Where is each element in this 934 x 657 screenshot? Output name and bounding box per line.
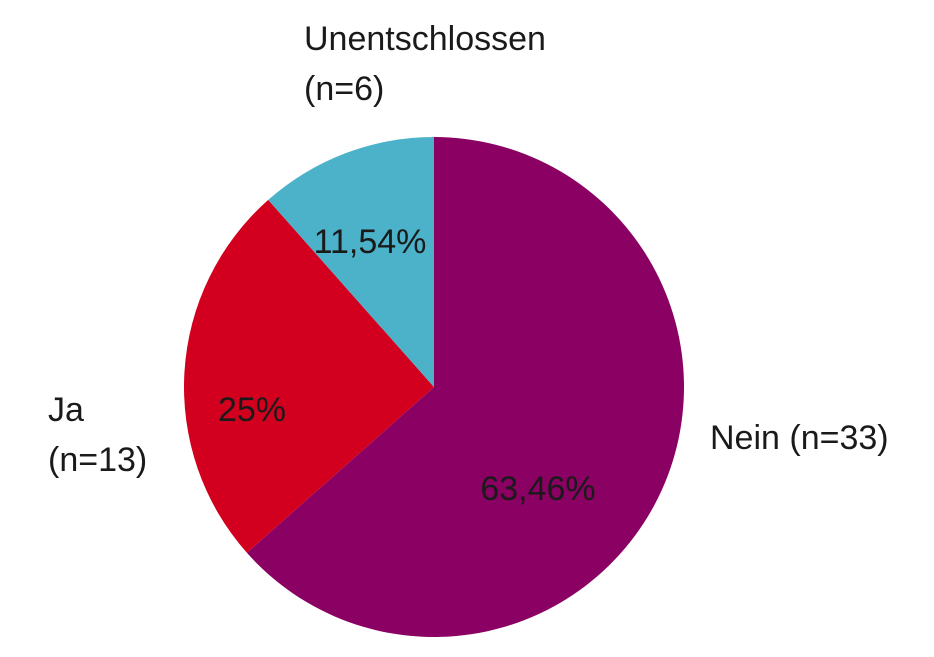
pie-slice-nein [246, 137, 684, 638]
slice-value-labels: 63,46% 25% 11,54% [218, 223, 596, 508]
value-label-unentschlossen: 11,54% [314, 223, 427, 261]
category-label-line: Unentschlossen [304, 20, 546, 58]
pie-slice-unentschlossen [268, 137, 434, 387]
value-label-nein: 63,46% [480, 470, 595, 508]
pie-slice-ja [183, 199, 434, 553]
category-label-line: (n=6) [304, 70, 384, 108]
pie-slices [183, 137, 684, 638]
category-label-nein: Nein (n=33) [710, 419, 889, 457]
category-label-line: Ja [48, 391, 84, 429]
slice-category-labels: Nein (n=33) Ja (n=13) Unentschlossen (n=6) [48, 20, 889, 479]
category-label-unentschlossen: Unentschlossen (n=6) [304, 20, 546, 108]
category-label-line: (n=13) [48, 441, 147, 479]
value-label-ja: 25% [218, 391, 286, 429]
category-label-ja: Ja (n=13) [48, 391, 147, 479]
category-label-line: Nein (n=33) [710, 419, 889, 457]
